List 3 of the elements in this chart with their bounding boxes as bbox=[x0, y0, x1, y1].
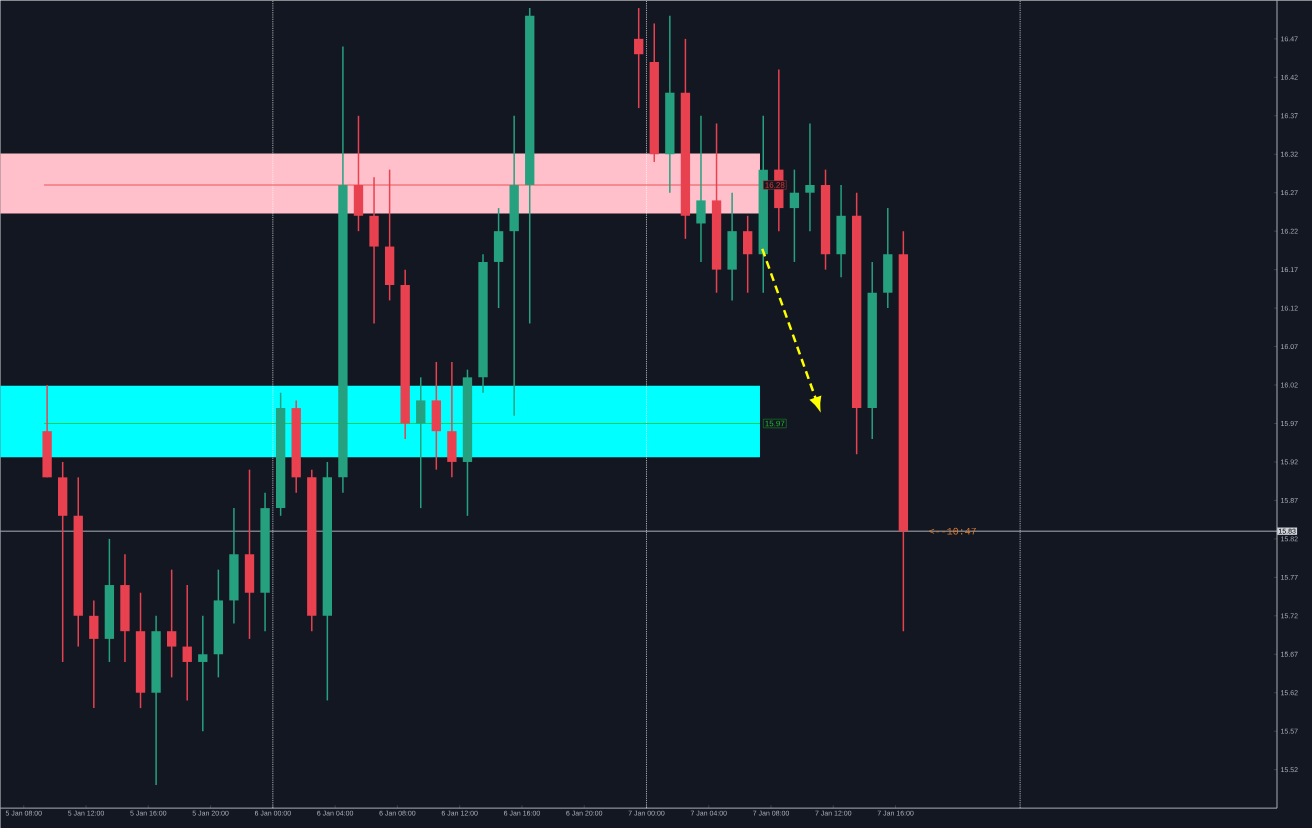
ref-line-label: 16.28 bbox=[765, 182, 785, 188]
annotation: <--10:47 bbox=[929, 527, 976, 535]
ref-line-label: 15.97 bbox=[765, 420, 785, 427]
